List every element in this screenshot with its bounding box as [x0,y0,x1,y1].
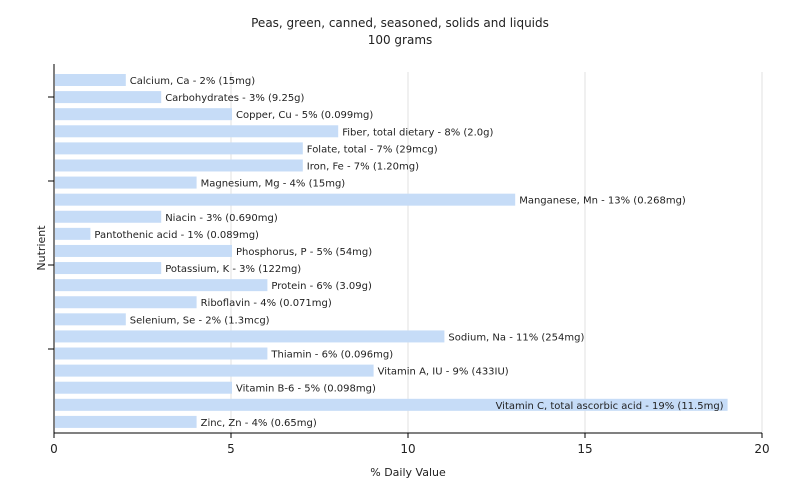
bar-label: Vitamin B-6 - 5% (0.098mg) [236,384,376,395]
bar-label: Potassium, K - 3% (122mg) [165,264,301,275]
x-tick-label: 10 [400,442,415,456]
x-tick-label: 5 [227,442,235,456]
bar-label: Carbohydrates - 3% (9.25g) [165,93,304,104]
bar-label: Magnesium, Mg - 4% (15mg) [201,179,346,190]
bar [55,313,126,326]
bar-label: Manganese, Mn - 13% (0.268mg) [519,196,686,207]
bar [55,364,374,377]
bar-label: Fiber, total dietary - 8% (2.0g) [342,127,493,138]
bar [55,347,268,360]
bar-label: Phosphorus, P - 5% (54mg) [236,247,372,258]
bar [55,159,303,172]
bar [55,262,162,275]
bar-label: Folate, total - 7% (29mcg) [307,144,438,155]
x-tick-label: 20 [754,442,769,456]
y-axis-label: Nutrient [35,225,48,271]
bar-label: Selenium, Se - 2% (1.3mcg) [130,315,270,326]
bar-label: Riboflavin - 4% (0.071mg) [201,298,332,309]
bar-label: Copper, Cu - 5% (0.099mg) [236,110,373,121]
bar-label: Pantothenic acid - 1% (0.089mg) [94,230,259,241]
bar [55,227,91,240]
bar-label: Zinc, Zn - 4% (0.65mg) [201,418,317,429]
bar [55,330,445,343]
bar [55,210,162,223]
x-tick-label: 0 [50,442,58,456]
bar-label: Thiamin - 6% (0.096mg) [270,350,393,361]
bar [55,176,197,189]
bar-label: Iron, Fe - 7% (1.20mg) [307,161,419,172]
chart-title: Peas, green, canned, seasoned, solids an… [251,16,549,30]
bar-label: Niacin - 3% (0.690mg) [165,213,278,224]
bar-label: Protein - 6% (3.09g) [271,281,372,292]
x-axis-label: % Daily Value [370,466,446,479]
bar-label: Sodium, Na - 11% (254mg) [448,332,584,343]
bar [55,296,197,309]
x-tick-label: 15 [577,442,592,456]
bar [55,415,197,428]
bar [55,193,516,206]
bar [55,125,339,138]
axes: 0 5 10 15 20 [48,64,770,456]
bar [55,108,232,121]
bar [55,91,162,104]
bar-label: Vitamin C, total ascorbic acid - 19% (11… [496,401,724,412]
bar [55,381,232,394]
bar [55,74,126,86]
bars: Calcium, Ca - 2% (15mg) Carbohydrates - 3… [55,74,728,429]
bar [55,142,303,155]
bar [55,398,728,411]
bar [55,279,268,292]
chart-subtitle: 100 grams [367,33,433,47]
bar-label: Calcium, Ca - 2% (15mg) [130,76,255,87]
bar [55,244,232,257]
bar-label: Vitamin A, IU - 9% (433IU) [378,367,509,378]
